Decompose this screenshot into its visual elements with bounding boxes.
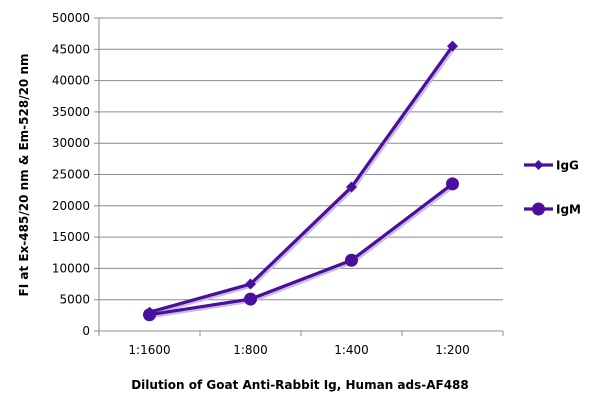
circle-marker bbox=[143, 308, 156, 322]
x-tick-label: 1:400 bbox=[334, 343, 369, 357]
diamond-marker bbox=[447, 40, 458, 52]
y-tick-label: 30000 bbox=[52, 136, 90, 150]
x-tick-label: 1:800 bbox=[233, 343, 268, 357]
series-shadow bbox=[150, 46, 456, 316]
y-tick-label: 45000 bbox=[52, 42, 90, 56]
y-axis-title: FI at Ex-485/20 nm & Em-528/20 nm bbox=[17, 54, 31, 297]
y-tick-label: 5000 bbox=[59, 293, 90, 307]
gridlines bbox=[99, 17, 503, 301]
y-tick-label: 15000 bbox=[52, 230, 90, 244]
series-igg bbox=[144, 40, 458, 318]
y-tick-label: 0 bbox=[82, 324, 90, 338]
y-tick-label: 35000 bbox=[52, 105, 90, 119]
circle-marker bbox=[345, 253, 358, 267]
diamond-marker bbox=[245, 278, 256, 290]
circle-marker bbox=[244, 292, 257, 306]
x-tick-label: 1:1600 bbox=[128, 343, 170, 357]
diamond-marker bbox=[533, 160, 544, 170]
series-shadow bbox=[150, 183, 456, 319]
legend-item-igm: IgM bbox=[524, 202, 581, 217]
y-tick-label: 20000 bbox=[52, 199, 90, 213]
series-group bbox=[143, 40, 459, 322]
legend-label: IgG bbox=[556, 159, 579, 173]
diamond-marker bbox=[346, 181, 357, 193]
legend-item-igg: IgG bbox=[524, 159, 579, 173]
y-tick-label: 25000 bbox=[52, 168, 90, 182]
axes bbox=[94, 17, 504, 336]
series-igm bbox=[143, 177, 459, 322]
x-tick-labels: 1:1600 1:800 1:400 1:200 bbox=[128, 343, 469, 357]
series-line bbox=[149, 45, 454, 314]
y-tick-labels: 0 5000 10000 15000 20000 25000 30000 35000 40000… bbox=[52, 11, 90, 338]
circle-marker bbox=[446, 177, 459, 191]
y-tick-label: 10000 bbox=[52, 261, 90, 275]
x-axis-title: Dilution of Goat Anti-Rabbit Ig, Human a… bbox=[131, 378, 469, 392]
circle-marker bbox=[532, 202, 545, 216]
legend-label: IgM bbox=[556, 203, 581, 217]
y-tick-label: 40000 bbox=[52, 74, 90, 88]
series-line bbox=[149, 182, 454, 317]
x-tick-label: 1:200 bbox=[435, 343, 470, 357]
legend: IgG IgM bbox=[524, 159, 581, 217]
y-tick-label: 50000 bbox=[52, 11, 90, 25]
